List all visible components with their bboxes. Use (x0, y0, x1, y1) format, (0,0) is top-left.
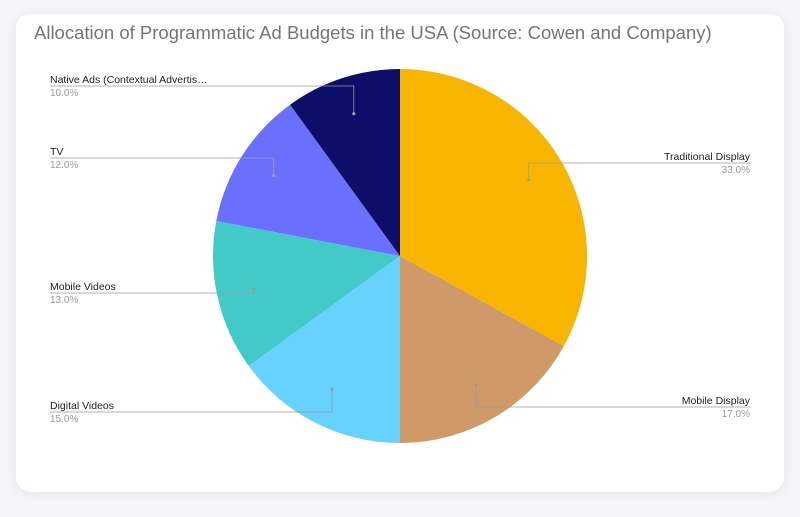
slice-label-3: Mobile Videos (50, 281, 116, 293)
leader-line-1 (475, 384, 750, 408)
chart-title: Allocation of Programmatic Ad Budgets in… (34, 22, 712, 43)
slice-label-4: TV (50, 146, 63, 158)
pie-slice-1[interactable] (400, 256, 564, 443)
leader-line-0 (528, 162, 750, 180)
slice-percent-1: 17.0% (722, 409, 750, 420)
slice-label-1: Mobile Display (682, 395, 751, 407)
slice-percent-3: 13.0% (50, 295, 78, 306)
slice-percent-4: 12.0% (50, 160, 78, 171)
pie-slice-0[interactable] (400, 69, 588, 347)
slice-percent-2: 15.0% (50, 414, 78, 425)
pie-slice-3[interactable] (212, 220, 400, 366)
slice-percent-5: 10.0% (50, 88, 78, 99)
pie-slice-4[interactable] (216, 104, 400, 257)
leader-line-5 (50, 85, 355, 114)
pie-slice-2[interactable] (248, 256, 400, 443)
leader-line-2 (50, 389, 333, 413)
leader-line-4 (50, 157, 275, 176)
pie-slice-5[interactable] (290, 69, 400, 256)
slice-label-0: Traditional Display (664, 151, 751, 163)
pie-slices (212, 69, 588, 443)
pie-labels: Traditional Display 33.0% Mobile Display 17… (50, 74, 751, 425)
slice-label-2: Digital Videos (50, 400, 114, 412)
slice-percent-0: 33.0% (722, 165, 750, 176)
leader-line-3 (50, 288, 255, 294)
slice-label-5: Native Ads (Contextual Advertis… (50, 74, 208, 86)
